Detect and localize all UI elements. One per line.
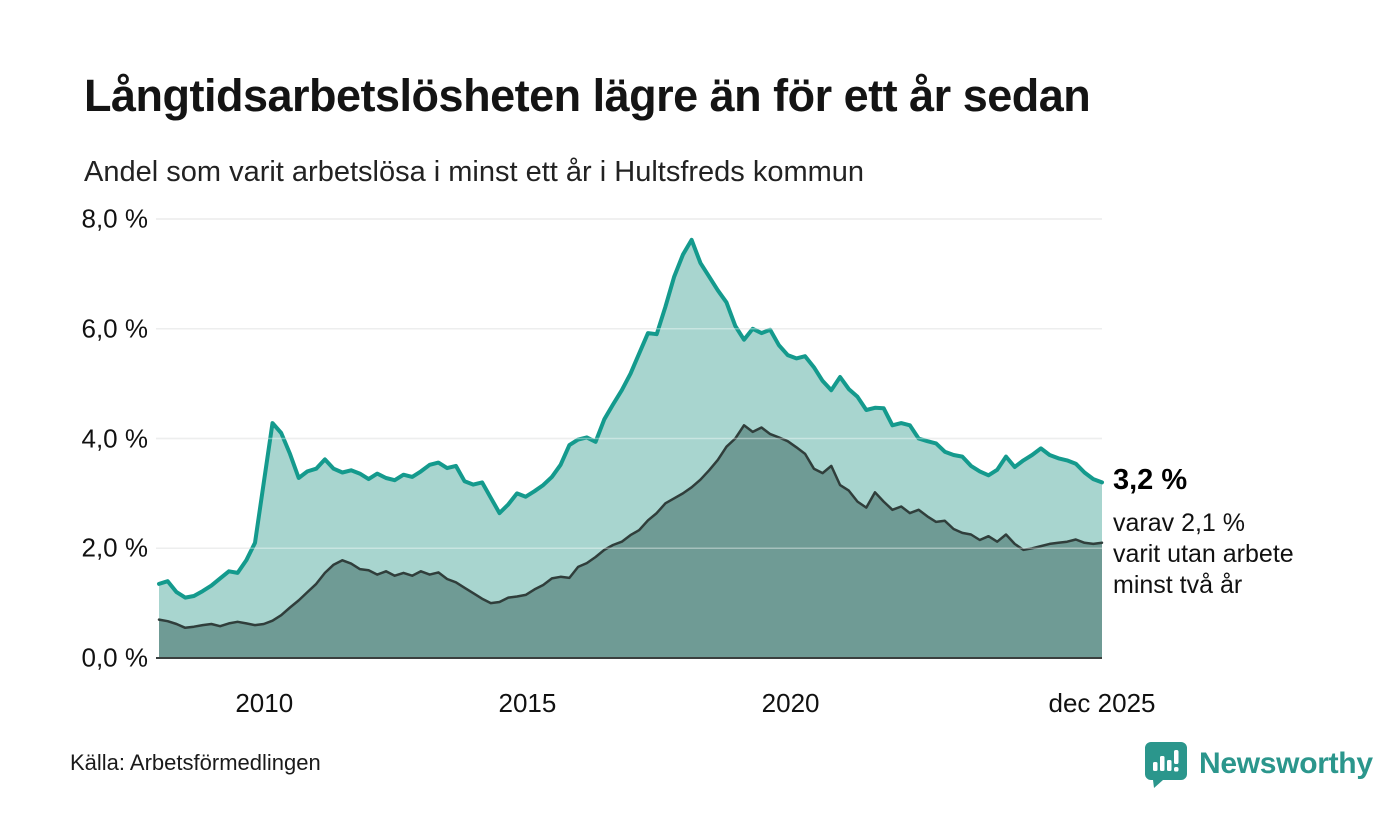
brand-wordmark: Newsworthy [1199, 747, 1373, 780]
x-tick-label: 2010 [235, 688, 294, 718]
chart-subtitle: Andel som varit arbetslösa i minst ett å… [84, 156, 865, 188]
latest-value-detail: varav 2,1 % varit utan arbete minst två … [1113, 509, 1294, 599]
brand-logo: Newsworthy [1143, 740, 1373, 788]
latest-value-label: 3,2 % [1113, 464, 1188, 496]
y-tick-label: 2,0 % [81, 532, 149, 563]
source-note: Källa: Arbetsförmedlingen [70, 750, 321, 775]
x-tick-label: dec 2025 [1048, 688, 1156, 718]
x-tick-label: 2020 [761, 688, 820, 718]
y-tick-label: 4,0 % [81, 423, 149, 453]
y-tick-label: 8,0 % [81, 203, 149, 234]
y-tick-label: 0,0 % [81, 642, 149, 673]
y-tick-label: 6,0 % [81, 313, 149, 344]
chart-title: Långtidsarbetslösheten lägre än för ett … [84, 70, 1091, 121]
newsworthy-icon [1145, 742, 1187, 788]
area-chart-plot [156, 218, 1104, 659]
x-tick-label: 2015 [498, 688, 557, 718]
